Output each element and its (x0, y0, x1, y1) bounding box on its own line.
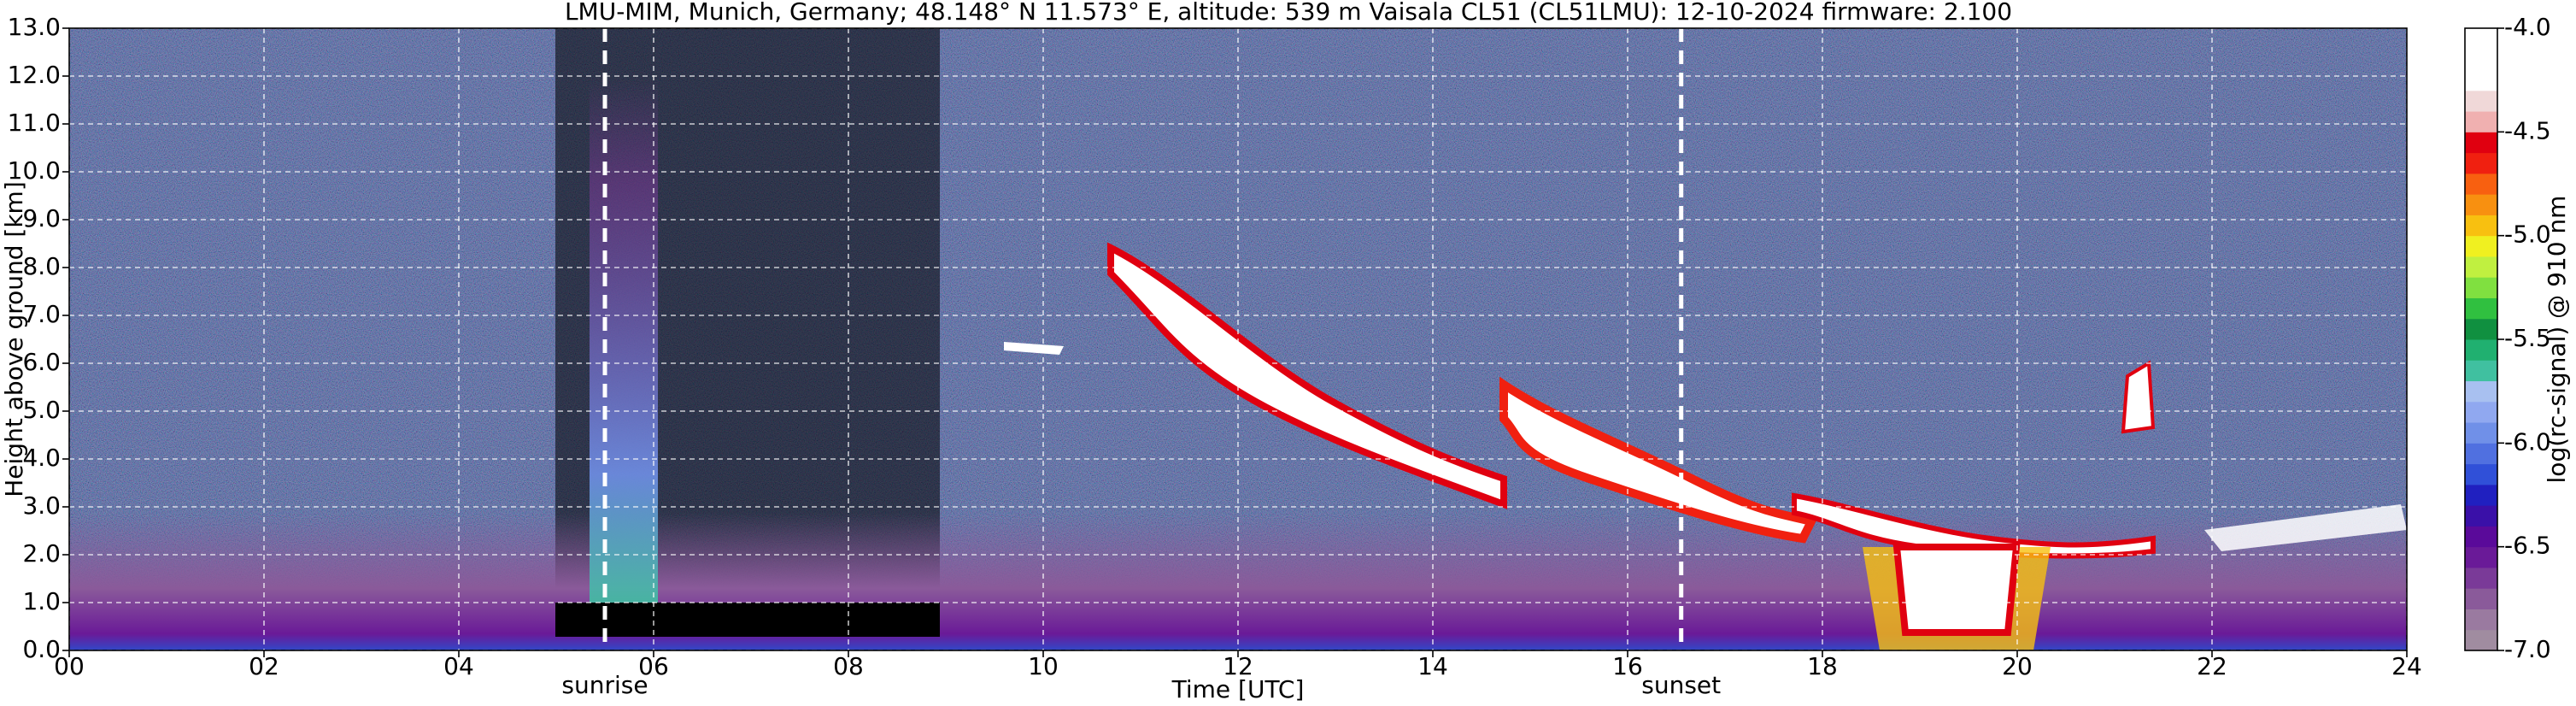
colorbar-step (2465, 235, 2497, 257)
colorbar-tick-label: -5.0 (2504, 221, 2551, 249)
colorbar-step (2465, 152, 2497, 174)
y-tick-label: 9.0 (22, 204, 61, 232)
colorbar-step (2465, 526, 2497, 548)
y-tick-label: 4.0 (22, 444, 61, 472)
y-tick-label: 0.0 (22, 635, 61, 663)
colorbar-step (2465, 49, 2497, 71)
x-tick-label: 24 (2391, 652, 2422, 680)
colorbar-step (2465, 443, 2497, 465)
x-tick-label: 18 (1807, 652, 1838, 680)
colorbar-step (2465, 629, 2497, 651)
chart-title: LMU-MIM, Munich, Germany; 48.148° N 11.5… (565, 0, 2012, 26)
colorbar-step (2465, 505, 2497, 527)
colorbar-step (2465, 173, 2497, 195)
event-label: sunrise (561, 671, 648, 699)
x-tick-label: 16 (1612, 652, 1643, 680)
colorbar-step (2465, 546, 2497, 568)
colorbar-step (2465, 194, 2497, 215)
colorbar-step (2465, 90, 2497, 112)
y-tick-label: 8.0 (22, 252, 61, 280)
y-tick-label: 3.0 (22, 491, 61, 520)
event-label: sunset (1641, 671, 1721, 699)
y-tick-label: 12.0 (8, 61, 61, 89)
x-tick-label: 06 (638, 652, 669, 680)
colorbar-step (2465, 69, 2497, 91)
colorbar-step (2465, 463, 2497, 485)
colorbar-step (2465, 609, 2497, 631)
colorbar-tick-label: -5.5 (2504, 324, 2551, 352)
y-tick-label: 1.0 (22, 587, 61, 615)
x-tick-label: 14 (1417, 652, 1448, 680)
colorbar-tick-label: -4.0 (2504, 13, 2551, 41)
colorbar-step (2465, 422, 2497, 444)
colorbar-step (2465, 277, 2497, 298)
colorbar-step (2465, 401, 2497, 423)
x-tick-label: 10 (1028, 652, 1059, 680)
colorbar-tick-label: -6.0 (2504, 427, 2551, 456)
y-axis-label: Height above ground [km] (0, 181, 28, 497)
colorbar-tick-label: -4.5 (2504, 116, 2551, 144)
x-tick-label: 00 (54, 652, 85, 680)
x-axis-label: Time [UTC] (1171, 675, 1305, 703)
colorbar-step (2465, 567, 2497, 589)
x-tick-label: 20 (2002, 652, 2033, 680)
colorbar-step (2465, 360, 2497, 382)
x-tick-label: 12 (1223, 652, 1253, 680)
colorbar-step (2465, 318, 2497, 340)
x-tick-label: 08 (833, 652, 864, 680)
colorbar-step (2465, 256, 2497, 278)
colorbar-step (2465, 132, 2497, 154)
colorbar-step (2465, 215, 2497, 237)
x-tick-label: 04 (443, 652, 474, 680)
colorbar-tick-label: -6.5 (2504, 532, 2551, 560)
colorbar-step (2465, 28, 2497, 50)
y-tick-label: 6.0 (22, 348, 61, 376)
colorbar-step (2465, 297, 2497, 320)
y-tick-label: 13.0 (8, 13, 61, 41)
x-tick-label: 22 (2197, 652, 2227, 680)
colorbar-tick-label: -7.0 (2504, 635, 2551, 663)
colorbar-label: log(rc-signal) @ 910 nm (2543, 196, 2571, 484)
colorbar-step (2465, 380, 2497, 403)
plot-frame (68, 27, 2408, 651)
x-tick-label: 02 (249, 652, 279, 680)
y-tick-label: 11.0 (8, 109, 61, 137)
y-tick-label: 10.0 (8, 156, 61, 185)
colorbar-step (2465, 588, 2497, 609)
y-tick-label: 5.0 (22, 396, 61, 424)
colorbar-step (2465, 339, 2497, 361)
y-tick-label: 2.0 (22, 539, 61, 568)
colorbar-step (2465, 111, 2497, 132)
colorbar-step (2465, 484, 2497, 506)
y-tick-label: 7.0 (22, 300, 61, 328)
